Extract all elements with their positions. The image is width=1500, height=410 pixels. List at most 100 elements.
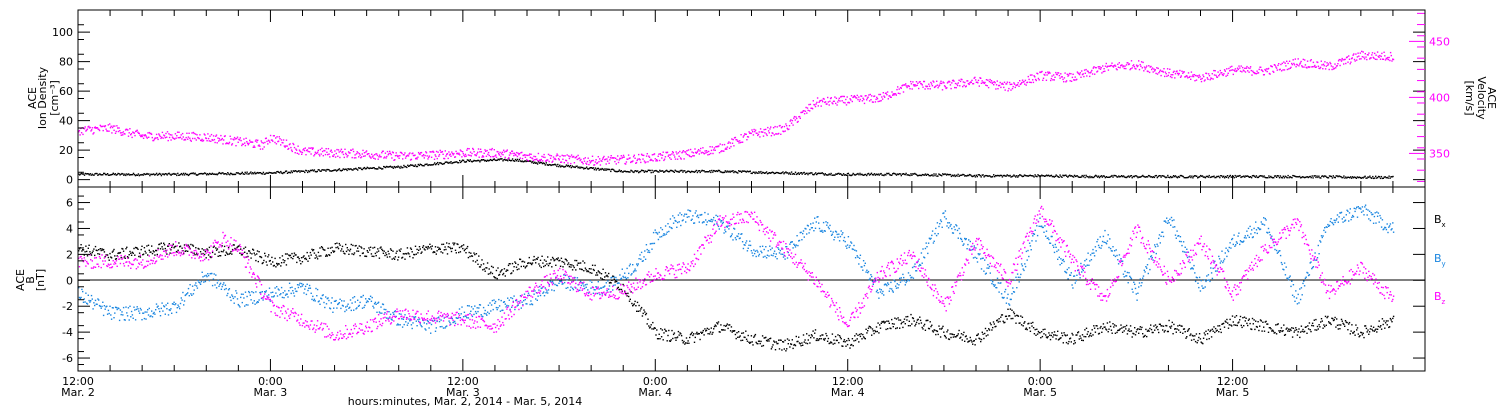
velocity-point bbox=[1300, 60, 1302, 63]
velocity-point bbox=[1067, 75, 1069, 77]
density-point bbox=[530, 160, 532, 163]
Bx-point bbox=[114, 258, 117, 260]
density-point bbox=[667, 171, 670, 173]
velocity-point bbox=[519, 157, 521, 159]
velocity-point bbox=[810, 107, 812, 109]
Bx-point bbox=[177, 249, 179, 251]
velocity-point bbox=[577, 154, 579, 157]
Bx-point bbox=[527, 262, 530, 264]
Bx-point bbox=[208, 246, 211, 249]
velocity-point bbox=[316, 152, 318, 155]
Bx-point bbox=[571, 269, 574, 271]
Bx-point bbox=[863, 337, 866, 339]
density-point bbox=[994, 174, 997, 177]
density-point bbox=[127, 174, 129, 176]
Bx-point bbox=[963, 331, 965, 334]
density-point bbox=[1135, 175, 1137, 177]
Bx-point bbox=[972, 343, 974, 345]
velocity-point bbox=[1007, 90, 1009, 92]
velocity-point bbox=[271, 139, 273, 141]
density-point bbox=[593, 168, 596, 171]
Bx-point bbox=[386, 256, 389, 258]
velocity-point bbox=[1265, 69, 1267, 72]
density-point bbox=[1086, 175, 1088, 178]
velocity-point bbox=[1145, 66, 1147, 69]
Bx-point bbox=[652, 321, 654, 324]
density-point bbox=[983, 176, 985, 178]
density-point bbox=[393, 165, 395, 168]
Bx-point bbox=[927, 319, 929, 322]
density-point bbox=[554, 163, 556, 165]
velocity-point bbox=[1060, 73, 1062, 75]
density-point bbox=[1304, 176, 1307, 179]
density-point bbox=[1030, 175, 1032, 177]
density-point bbox=[151, 173, 153, 176]
Bx-point bbox=[316, 256, 318, 258]
Bx-point bbox=[1267, 323, 1269, 325]
velocity-point bbox=[933, 81, 935, 83]
Bx-point bbox=[659, 338, 661, 340]
velocity-point bbox=[527, 160, 529, 162]
velocity-point bbox=[90, 130, 92, 132]
velocity-point bbox=[529, 153, 531, 155]
density-point bbox=[799, 172, 801, 174]
Bx-point bbox=[265, 261, 267, 263]
velocity-point bbox=[1221, 72, 1223, 74]
Bx-point bbox=[1204, 334, 1206, 336]
velocity-point bbox=[1114, 65, 1117, 67]
Bx-point bbox=[698, 333, 700, 335]
density-point bbox=[145, 173, 147, 175]
Bx-point bbox=[555, 258, 558, 260]
density-point bbox=[195, 173, 197, 176]
density-point bbox=[175, 173, 177, 175]
density-point bbox=[429, 164, 431, 166]
velocity-point bbox=[428, 155, 431, 157]
Bx-point bbox=[1320, 321, 1322, 323]
density-point bbox=[707, 171, 709, 173]
density-point bbox=[731, 170, 733, 173]
velocity-point bbox=[336, 148, 338, 151]
Bx-point bbox=[434, 246, 437, 248]
Bx-point bbox=[655, 334, 657, 336]
density-point bbox=[1066, 175, 1068, 177]
Bx-point bbox=[1177, 325, 1179, 327]
velocity-axis-label-line2: Velocity bbox=[1475, 76, 1488, 120]
By-point bbox=[154, 313, 156, 315]
Bx-point bbox=[413, 253, 415, 256]
density-point bbox=[153, 173, 155, 175]
velocity-point bbox=[1314, 66, 1317, 68]
density-point bbox=[557, 163, 559, 166]
Bx-point bbox=[908, 320, 910, 322]
Bx-point bbox=[943, 334, 946, 337]
velocity-point bbox=[759, 136, 761, 138]
velocity-point bbox=[1353, 53, 1355, 55]
density-point bbox=[1220, 175, 1222, 177]
velocity-point bbox=[870, 99, 872, 101]
velocity-point bbox=[1235, 70, 1237, 73]
density-point bbox=[599, 168, 601, 170]
density-point bbox=[141, 173, 143, 176]
velocity-point bbox=[135, 130, 138, 132]
velocity-point bbox=[1310, 59, 1312, 61]
By-point bbox=[98, 304, 101, 307]
velocity-point bbox=[1047, 71, 1049, 73]
velocity-point bbox=[1084, 72, 1086, 74]
velocity-point bbox=[455, 150, 457, 153]
velocity-point bbox=[1313, 65, 1315, 68]
By-point bbox=[138, 310, 140, 312]
density-point bbox=[279, 172, 281, 174]
density-point bbox=[1312, 177, 1314, 179]
Bx-point bbox=[609, 281, 611, 284]
Bx-point bbox=[1388, 326, 1391, 328]
density-point bbox=[181, 174, 184, 176]
density-point bbox=[1199, 174, 1202, 177]
Bx-point bbox=[1303, 331, 1305, 333]
density-point bbox=[193, 173, 195, 175]
density-point bbox=[359, 167, 362, 169]
Bx-point bbox=[877, 322, 879, 324]
Bx-point bbox=[291, 252, 293, 255]
velocity-point bbox=[902, 84, 904, 86]
velocity-point bbox=[1070, 73, 1072, 75]
velocity-point bbox=[645, 155, 648, 157]
density-point bbox=[787, 172, 789, 174]
